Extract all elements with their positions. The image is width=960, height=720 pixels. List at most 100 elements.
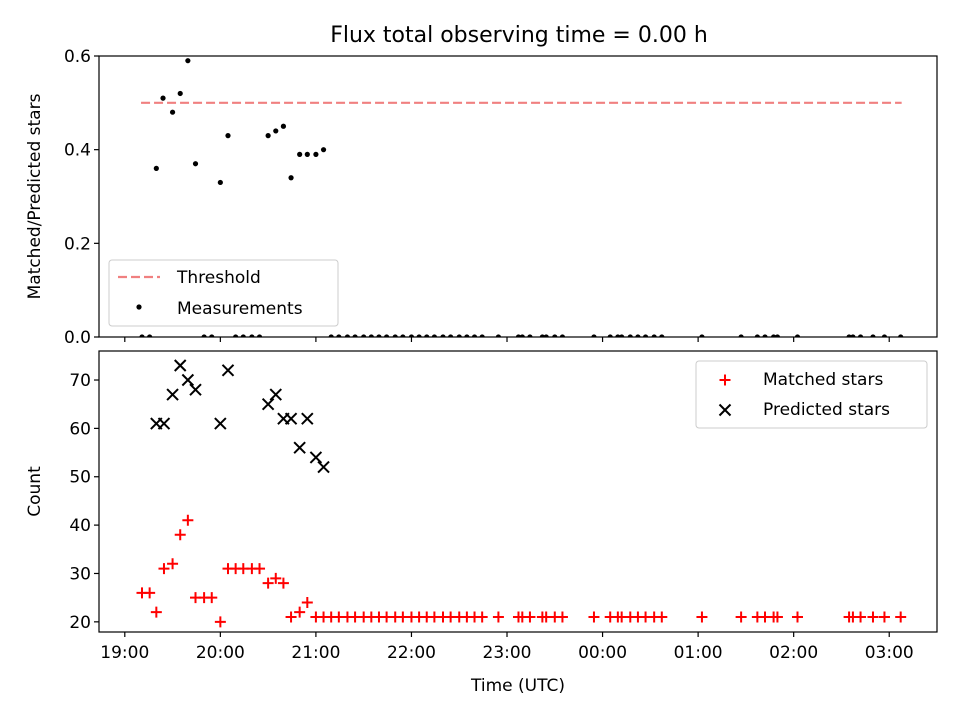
measurement-point	[304, 151, 310, 157]
measurement-point	[352, 334, 358, 337]
matched-star-point	[144, 587, 156, 599]
matched-star-point	[301, 596, 313, 608]
y-tick-label: 60	[69, 419, 91, 439]
measurement-point	[794, 334, 801, 337]
matched-star-point	[214, 616, 226, 628]
measurement-point	[297, 151, 303, 157]
measurement-point	[857, 334, 864, 337]
y-tick-label: 0.4	[64, 141, 91, 161]
matched-star-point	[878, 611, 890, 623]
legend-matched-label: Matched stars	[763, 370, 883, 390]
measurement-point	[147, 334, 153, 337]
matched-star-point	[206, 592, 218, 604]
y-tick-label: 40	[69, 516, 91, 536]
measurement-point	[591, 334, 597, 337]
measurement-point	[754, 334, 760, 337]
matched-star-point	[524, 611, 536, 623]
matched-star-point	[588, 611, 600, 623]
y-tick-label: 20	[69, 613, 91, 633]
measurement-point	[552, 334, 558, 337]
measurement-point	[627, 334, 633, 337]
measurement-point	[651, 334, 657, 337]
measurement-point	[846, 334, 852, 337]
y-tick-label: 0.6	[64, 47, 91, 67]
matched-star-point	[150, 606, 162, 618]
measurement-point	[240, 334, 246, 337]
series-predicted-stars	[150, 359, 330, 474]
measurement-point	[448, 334, 454, 337]
legend-predicted-label: Predicted stars	[763, 400, 890, 420]
legend-threshold-label: Threshold	[176, 268, 261, 288]
measurement-point	[201, 334, 207, 337]
legend: Matched stars Predicted stars	[695, 360, 928, 429]
measurement-point	[209, 334, 215, 337]
x-tick-label: 23:00	[483, 643, 532, 663]
x-tick-label: 03:00	[865, 643, 914, 663]
measurement-point	[368, 334, 374, 337]
measurement-point	[392, 334, 398, 337]
x-tick-label: 00:00	[578, 643, 627, 663]
measurement-point	[898, 334, 904, 337]
measurement-point	[519, 334, 525, 337]
matched-star-point	[262, 577, 274, 589]
measurement-point	[153, 165, 159, 171]
matched-star-point	[556, 611, 568, 623]
y-tick-label: 0.0	[64, 328, 91, 348]
matched-star-point	[895, 611, 907, 623]
measurement-point	[217, 179, 223, 186]
measurement-point	[619, 334, 625, 337]
bottom-panel: 19:00 20:00 21:00 22:00 23:00 00:00 01:00 02:00…	[25, 350, 938, 696]
axes-frame	[98, 55, 938, 338]
measurement-point	[361, 334, 367, 337]
predicted-star-point	[301, 412, 314, 425]
measurement-point	[139, 334, 145, 337]
measurement-point	[659, 334, 665, 337]
measurement-point	[527, 334, 533, 337]
measurement-point	[699, 334, 705, 337]
measurement-point	[431, 334, 437, 337]
measurement-point	[479, 334, 485, 337]
legend-box	[695, 360, 928, 429]
measurement-point	[400, 334, 406, 337]
measurement-point	[615, 334, 621, 337]
axes-frame	[98, 350, 938, 633]
measurement-point	[471, 334, 478, 337]
measurement-point	[870, 334, 876, 337]
measurement-point	[495, 334, 502, 337]
y-tick-label: 70	[69, 371, 91, 391]
plot-area	[139, 58, 904, 337]
measurement-point	[424, 334, 430, 337]
matched-star-point	[771, 611, 783, 623]
predicted-star-point	[189, 383, 202, 396]
y-tick-label: 30	[69, 564, 91, 584]
predicted-star-point	[269, 388, 282, 401]
y-tick-label: 50	[69, 468, 91, 488]
x-tick-label: 01:00	[674, 643, 723, 663]
matched-star-point	[270, 572, 282, 584]
measurement-point	[456, 334, 462, 337]
legend-box	[108, 259, 339, 327]
matched-star-point	[791, 611, 803, 623]
matched-star-point	[855, 611, 867, 623]
measurement-point	[771, 334, 777, 337]
predicted-star-point	[309, 451, 323, 464]
chart-title: Flux total observing time = 0.00 h	[330, 23, 708, 48]
matched-star-point	[294, 606, 306, 618]
predicted-star-point	[157, 417, 171, 430]
measurement-point	[273, 128, 279, 134]
measurement-point	[177, 90, 183, 97]
matched-star-point	[656, 611, 668, 623]
predicted-star-point	[181, 373, 195, 387]
legend-measurement-label: Measurements	[177, 299, 303, 319]
matched-star-point	[158, 563, 170, 575]
matched-star-point	[277, 577, 289, 589]
plot-area	[136, 359, 907, 628]
measurement-point	[774, 334, 781, 337]
series-measurements	[139, 58, 904, 337]
matched-star-point	[492, 611, 504, 623]
x-tick-label: 22:00	[387, 643, 436, 663]
measurement-point	[233, 334, 239, 337]
measurement-point	[280, 123, 287, 129]
measurement-point	[850, 334, 856, 337]
